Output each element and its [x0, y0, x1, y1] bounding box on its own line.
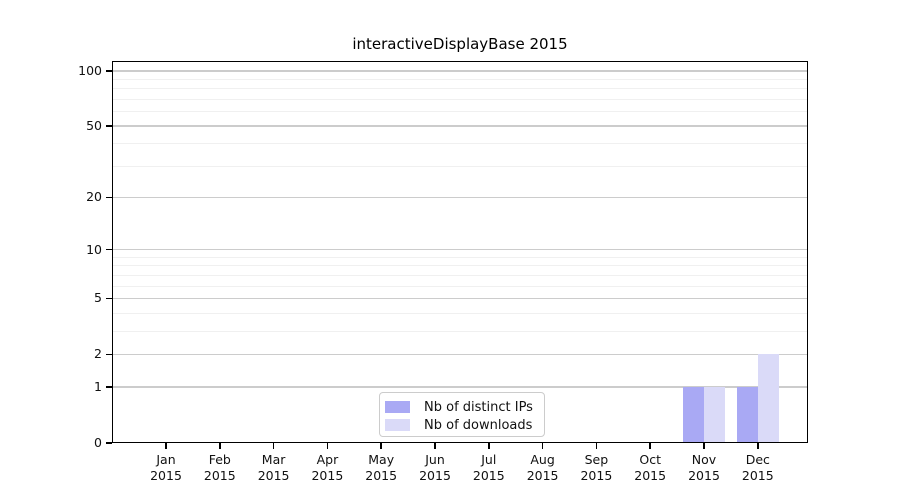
x-tick-year: 2015 [419, 467, 451, 483]
y-tick-mark [106, 125, 112, 127]
x-tick-mark [541, 443, 544, 449]
x-tick-mark [434, 443, 436, 449]
gridline-minor [112, 78, 808, 80]
x-tick-month: Oct [639, 452, 661, 467]
plot-area [112, 61, 808, 443]
x-tick-label: Nov 2015 [672, 452, 736, 483]
x-tick-year: 2015 [203, 467, 236, 483]
y-tick-mark [106, 248, 112, 251]
x-tick-mark [219, 443, 221, 449]
x-tick-label: Jun 2015 [403, 452, 467, 483]
x-tick-mark [380, 443, 382, 449]
gridline-major [112, 125, 808, 127]
gridline-minor [112, 110, 808, 112]
x-tick-month: Sep [584, 452, 609, 467]
y-tick-label: 2 [94, 346, 102, 362]
x-tick-mark [703, 443, 705, 449]
legend-swatch [385, 401, 410, 413]
legend: Nb of distinct IPs Nb of downloads [379, 392, 545, 437]
legend-row: Nb of downloads [385, 416, 544, 434]
x-tick-year: 2015 [472, 467, 505, 483]
x-tick-month: Aug [530, 452, 555, 467]
x-tick-year: 2015 [688, 467, 720, 483]
x-tick-year: 2015 [311, 467, 344, 483]
x-tick-label: Apr 2015 [295, 452, 359, 483]
y-tick-label: 1 [94, 379, 102, 395]
x-tick-mark [757, 443, 759, 449]
gridline-minor [112, 88, 808, 90]
gridline-major [112, 386, 808, 388]
legend-label: Nb of downloads [424, 417, 533, 433]
legend-label: Nb of distinct IPs [424, 399, 533, 415]
gridline-minor [112, 98, 808, 100]
x-tick-year: 2015 [257, 467, 290, 483]
y-tick-label: 10 [86, 241, 102, 257]
x-tick-label: Oct 2015 [618, 452, 682, 483]
x-tick-mark [649, 443, 651, 449]
y-tick-label: 50 [86, 117, 102, 133]
gridline-major [112, 248, 808, 251]
bar-downloads [704, 387, 725, 443]
gridline-minor [112, 312, 808, 314]
gridline-minor [112, 265, 808, 267]
x-tick-mark [595, 443, 598, 449]
gridline-major [112, 353, 808, 356]
gridline-minor [112, 256, 808, 258]
gridline-minor [112, 165, 808, 167]
y-tick-label: 100 [78, 62, 102, 78]
gridline-major [112, 196, 808, 199]
x-tick-month: Jun [425, 452, 445, 467]
chart-title: interactiveDisplayBase 2015 [352, 35, 568, 53]
y-tick-label: 20 [86, 189, 102, 205]
bar-distinct-ips [736, 387, 758, 443]
x-tick-month: May [368, 452, 395, 467]
x-tick-month: Apr [316, 452, 339, 467]
x-tick-year: 2015 [634, 467, 667, 483]
x-tick-month: Nov [691, 452, 717, 467]
x-tick-label: Aug 2015 [511, 452, 575, 483]
x-tick-label: Feb 2015 [188, 452, 252, 483]
gridline-major [112, 70, 808, 72]
x-tick-label: Sep 2015 [564, 452, 628, 483]
y-tick-mark [106, 196, 112, 199]
y-tick-mark [106, 353, 112, 356]
x-tick-mark [488, 443, 490, 449]
x-tick-mark [272, 443, 275, 449]
y-tick-mark [106, 69, 112, 72]
legend-row: Nb of distinct IPs [385, 398, 544, 416]
x-tick-month: Jul [481, 452, 497, 467]
x-tick-month: Jan [156, 452, 176, 467]
x-tick-label: Mar 2015 [242, 452, 306, 483]
x-tick-year: 2015 [365, 467, 398, 483]
x-tick-year: 2015 [150, 467, 182, 483]
y-tick-mark [106, 297, 112, 300]
bar-downloads [757, 354, 779, 443]
y-tick-mark [106, 386, 112, 388]
gridline-minor [112, 285, 808, 287]
x-tick-mark [326, 443, 329, 449]
x-tick-year: 2015 [741, 467, 774, 483]
x-tick-label: May 2015 [349, 452, 413, 483]
bar-distinct-ips [683, 387, 704, 443]
y-tick-mark [106, 442, 112, 444]
x-tick-mark [165, 443, 167, 449]
x-tick-year: 2015 [526, 467, 559, 483]
gridline-minor [112, 142, 808, 144]
x-tick-label: Dec 2015 [726, 452, 790, 483]
x-tick-month: Feb [208, 452, 231, 467]
gridline-minor [112, 274, 808, 276]
x-tick-label: Jul 2015 [457, 452, 521, 483]
legend-swatch [385, 419, 410, 431]
x-tick-label: Jan 2015 [134, 452, 198, 483]
y-tick-label: 5 [94, 290, 102, 306]
x-tick-year: 2015 [580, 467, 613, 483]
gridline-minor [112, 330, 808, 332]
y-tick-label: 0 [94, 435, 102, 450]
gridline-major [112, 297, 808, 300]
x-tick-month: Dec [745, 452, 770, 467]
x-tick-month: Mar [261, 452, 286, 467]
